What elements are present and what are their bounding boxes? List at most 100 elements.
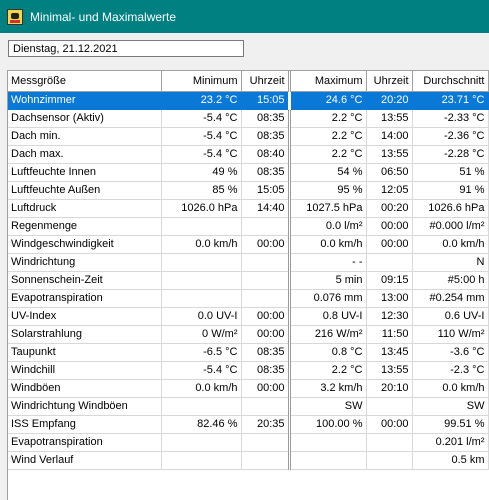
cell-name: Windrichtung Windböen <box>8 397 162 416</box>
cell-max-time: 13:55 <box>366 145 413 164</box>
cell-name: UV-Index <box>8 307 162 326</box>
table-row[interactable]: Luftfeuchte Innen 49 % 08:35 54 % 06:50 51 % <box>8 163 489 182</box>
cell-maximum: 0.0 km/h <box>289 235 367 254</box>
table-row[interactable]: UV-Index 0.0 UV-I 00:00 0.8 UV-I 12:30 0.6 UV… <box>8 307 489 326</box>
cell-max-time <box>366 451 413 470</box>
cell-average: SW <box>412 397 489 416</box>
table-row[interactable]: Regenmenge 0.0 l/m² 00:00 #0.000 l/m² <box>8 217 489 236</box>
table-row[interactable]: ISS Empfang 82.46 % 20:35 100.00 % 00:00 99.5… <box>8 415 489 434</box>
cell-max-time: 14:00 <box>366 127 413 146</box>
cell-maximum: 0.8 °C <box>289 343 367 362</box>
table-row[interactable]: Sonnenschein-Zeit 5 min 09:15 #5:00 h <box>8 271 489 290</box>
cell-average: #0.000 l/m² <box>412 217 489 236</box>
values-table: Messgröße Minimum Uhrzeit Maximum Uhrzei… <box>8 71 489 470</box>
header-row: Messgröße Minimum Uhrzeit Maximum Uhrzei… <box>8 71 489 92</box>
header-maximum[interactable]: Maximum <box>289 71 367 92</box>
cell-name: Wind Verlauf <box>8 451 162 470</box>
table-row[interactable]: Wind Verlauf 0.5 km <box>8 451 489 470</box>
cell-min-time: 08:35 <box>241 109 291 128</box>
cell-name: Dachsensor (Aktiv) <box>8 109 162 128</box>
table-row[interactable]: Windchill -5.4 °C 08:35 2.2 °C 13:55 -2.3 °C <box>8 361 489 380</box>
cell-max-time <box>366 397 413 416</box>
cell-name: Luftfeuchte Außen <box>8 181 162 200</box>
cell-maximum: 2.2 °C <box>289 127 367 146</box>
cell-maximum: 0.8 UV-I <box>289 307 367 326</box>
cell-maximum: 2.2 °C <box>289 145 367 164</box>
cell-average: -2.36 °C <box>412 127 489 146</box>
cell-maximum: 0.076 mm <box>289 289 367 308</box>
weather-app-icon <box>7 8 23 25</box>
values-grid[interactable]: Messgröße Minimum Uhrzeit Maximum Uhrzei… <box>7 70 489 500</box>
cell-maximum <box>289 433 367 452</box>
table-row[interactable]: Solarstrahlung 0 W/m² 00:00 216 W/m² 11:50 11… <box>8 325 489 344</box>
cell-maximum: 1027.5 hPa <box>289 199 367 218</box>
cell-max-time: 12:30 <box>366 307 413 326</box>
cell-minimum: -5.4 °C <box>161 145 242 164</box>
table-row[interactable]: Evapotranspiration 0.076 mm 13:00 #0.254 mm <box>8 289 489 308</box>
cell-name: Dach max. <box>8 145 162 164</box>
cell-max-time: 09:15 <box>366 271 413 290</box>
cell-min-time: 00:00 <box>241 379 291 398</box>
table-row[interactable]: Taupunkt -6.5 °C 08:35 0.8 °C 13:45 -3.6 °C <box>8 343 489 362</box>
cell-max-time: 20:10 <box>366 379 413 398</box>
cell-average: 0.6 UV-I <box>412 307 489 326</box>
cell-max-time: 13:45 <box>366 343 413 362</box>
table-row[interactable]: Dachsensor (Aktiv) -5.4 °C 08:35 2.2 °C 13:5… <box>8 109 489 128</box>
cell-name: Regenmenge <box>8 217 162 236</box>
cell-minimum <box>161 451 242 470</box>
header-durchschnitt[interactable]: Durchschnitt <box>412 71 489 92</box>
cell-minimum: 0.0 km/h <box>161 379 242 398</box>
cell-minimum: 85 % <box>161 181 242 200</box>
cell-minimum: 49 % <box>161 163 242 182</box>
cell-min-time <box>241 271 291 290</box>
cell-minimum <box>161 217 242 236</box>
cell-average: -2.28 °C <box>412 145 489 164</box>
table-row[interactable]: Windgeschwindigkeit 0.0 km/h 00:00 0.0 km/h… <box>8 235 489 254</box>
cell-max-time: 12:05 <box>366 181 413 200</box>
cell-min-time <box>241 217 291 236</box>
cell-minimum <box>161 271 242 290</box>
cell-average: -2.3 °C <box>412 361 489 380</box>
header-max-time[interactable]: Uhrzeit <box>366 71 413 92</box>
cell-min-time: 08:35 <box>241 163 291 182</box>
cell-maximum: 0.0 l/m² <box>289 217 367 236</box>
cell-average: 23.71 °C <box>412 91 489 110</box>
table-row[interactable]: Wohnzimmer 23.2 °C 15:05 24.6 °C 20:20 23.71 … <box>8 91 489 110</box>
cell-name: Taupunkt <box>8 343 162 362</box>
cell-max-time: 00:00 <box>366 235 413 254</box>
table-row[interactable]: Luftdruck 1026.0 hPa 14:40 1027.5 hPa 00:20 1… <box>8 199 489 218</box>
table-row[interactable]: Windböen 0.0 km/h 00:00 3.2 km/h 20:10 0.0 km… <box>8 379 489 398</box>
cell-minimum: 0.0 UV-I <box>161 307 242 326</box>
cell-average: -3.6 °C <box>412 343 489 362</box>
date-field[interactable]: Dienstag, 21.12.2021 <box>8 40 244 57</box>
cell-max-time <box>366 253 413 272</box>
cell-name: Sonnenschein-Zeit <box>8 271 162 290</box>
cell-min-time: 00:00 <box>241 325 291 344</box>
title-bar: Minimal- und Maximalwerte <box>0 0 489 33</box>
cell-max-time: 06:50 <box>366 163 413 182</box>
cell-minimum: 0 W/m² <box>161 325 242 344</box>
cell-average: 51 % <box>412 163 489 182</box>
table-row[interactable]: Luftfeuchte Außen 85 % 15:05 95 % 12:05 91 % <box>8 181 489 200</box>
cell-minimum: -5.4 °C <box>161 127 242 146</box>
cell-maximum: 95 % <box>289 181 367 200</box>
cell-min-time: 08:40 <box>241 145 291 164</box>
table-row[interactable]: Dach min. -5.4 °C 08:35 2.2 °C 14:00 -2.36 °C <box>8 127 489 146</box>
header-minimum[interactable]: Minimum <box>161 71 242 92</box>
table-row[interactable]: Dach max. -5.4 °C 08:40 2.2 °C 13:55 -2.28 °C <box>8 145 489 164</box>
cell-maximum: - - <box>289 253 367 272</box>
table-row[interactable]: Windrichtung Windböen SW SW <box>8 397 489 416</box>
cell-name: Luftdruck <box>8 199 162 218</box>
cell-min-time <box>241 433 291 452</box>
cell-average: 0.5 km <box>412 451 489 470</box>
header-messgroesse[interactable]: Messgröße <box>8 71 162 92</box>
table-row[interactable]: Windrichtung - - N <box>8 253 489 272</box>
cell-min-time: 08:35 <box>241 361 291 380</box>
cell-min-time: 14:40 <box>241 199 291 218</box>
header-min-time[interactable]: Uhrzeit <box>241 71 291 92</box>
table-row[interactable]: Evapotranspiration 0.201 l/m² <box>8 433 489 452</box>
cell-minimum: 0.0 km/h <box>161 235 242 254</box>
cell-min-time: 15:05 <box>241 91 291 110</box>
cell-max-time: 11:50 <box>366 325 413 344</box>
cell-average: 0.0 km/h <box>412 235 489 254</box>
